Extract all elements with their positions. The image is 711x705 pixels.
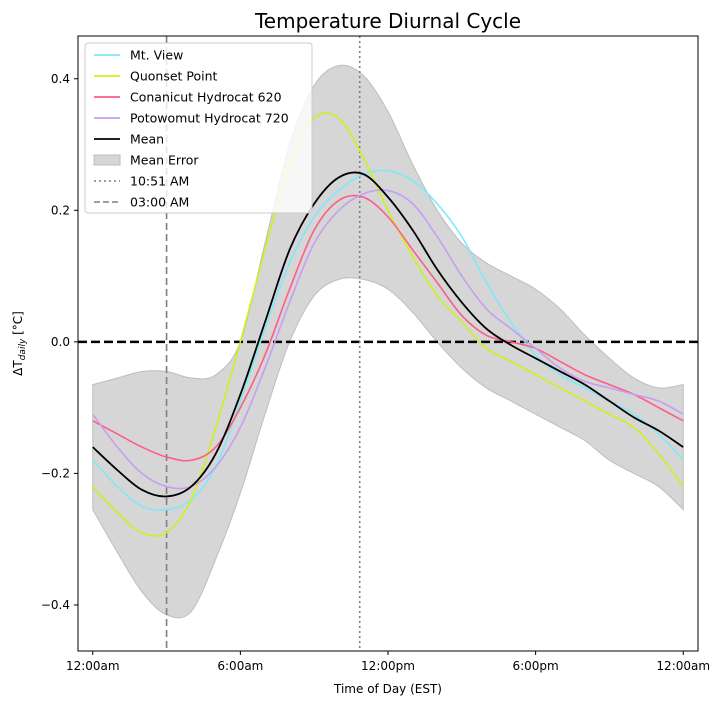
plot-area: [78, 36, 698, 651]
legend-label: 03:00 AM: [130, 195, 189, 210]
axis-ticks: 12:00am 6:00am 12:00pm 6:00pm 12:00am 0.4 0.2 0…: [41, 72, 710, 673]
legend-label: Mean: [130, 132, 164, 147]
y-axis-label: ΔTdaily [°C]: [11, 311, 28, 376]
x-axis-label: Time of Day (EST): [333, 682, 442, 696]
legend-box: [84, 42, 313, 214]
legend: Mt. View Quonset Point Conanicut Hydrocat …: [84, 42, 313, 214]
legend-label: Mean Error: [130, 153, 199, 168]
x-tick-label: 12:00pm: [361, 659, 415, 673]
y-tick-label: 0.0: [51, 335, 70, 349]
legend-label: Mt. View: [130, 48, 183, 63]
y-tick-label: −0.2: [41, 466, 70, 480]
series-line-2: [92, 194, 684, 462]
y-axis-label-main: ΔT: [11, 360, 25, 376]
series-line-4: [92, 171, 684, 498]
legend-label: Potowomut Hydrocat 720: [130, 111, 289, 126]
y-tick-label: 0.2: [51, 203, 70, 217]
legend-label: 10:51 AM: [130, 174, 189, 189]
y-tick-label: 0.4: [51, 72, 70, 86]
x-tick-label: 6:00pm: [512, 659, 558, 673]
y-axis-label-unit: [°C]: [11, 311, 25, 339]
x-tick-label: 12:00am: [656, 659, 710, 673]
legend-swatch: [93, 154, 121, 166]
legend-label: Conanicut Hydrocat 620: [130, 90, 282, 105]
x-tick-label: 12:00am: [66, 659, 120, 673]
legend-label: Quonset Point: [130, 69, 218, 84]
y-tick-label: −0.4: [41, 598, 70, 612]
x-tick-label: 6:00am: [217, 659, 263, 673]
chart-title: Temperature Diurnal Cycle: [254, 9, 521, 33]
y-axis-label-subscript: daily: [18, 338, 28, 360]
series-line-1: [92, 112, 684, 537]
